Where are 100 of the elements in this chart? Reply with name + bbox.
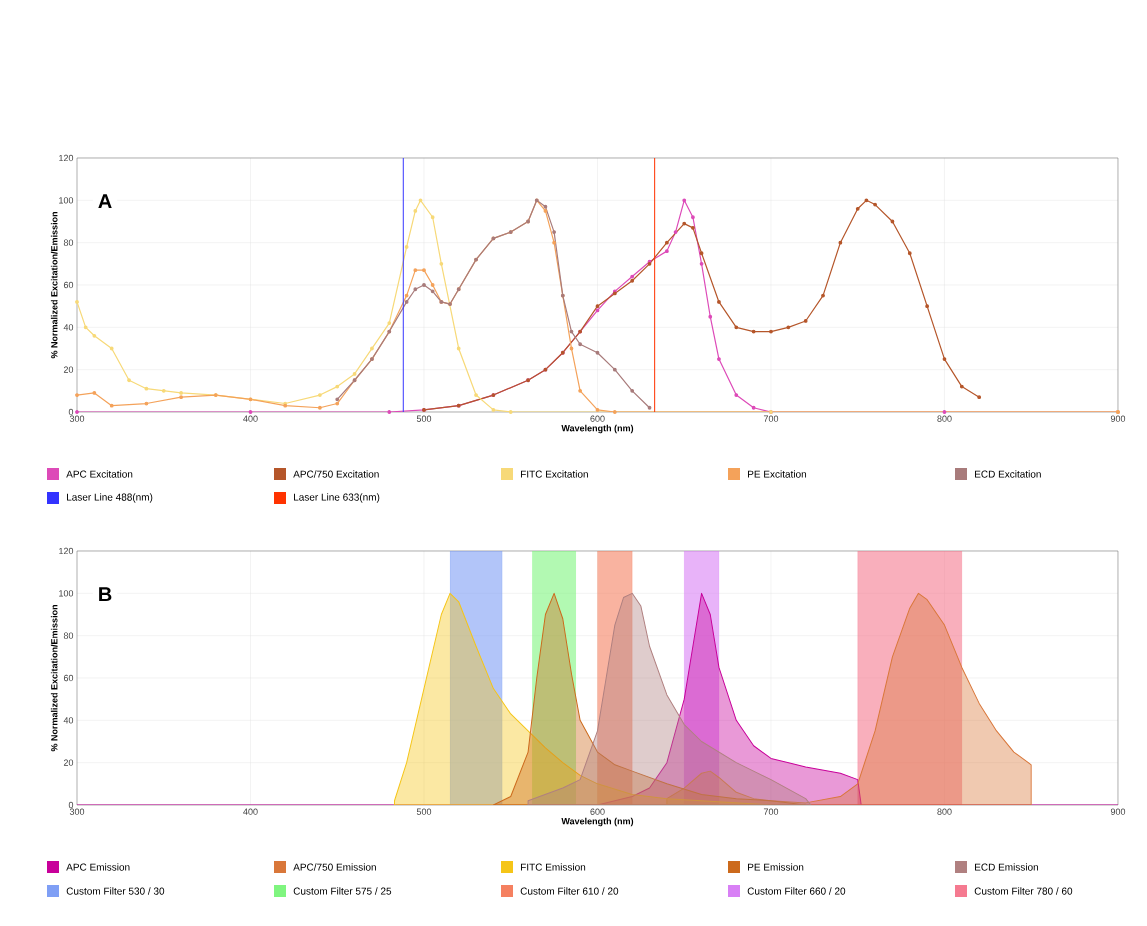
point (418, 198, 423, 203)
point (161, 388, 166, 393)
x-tick-label: 900 (1110, 808, 1126, 815)
point (855, 206, 860, 211)
legend-label: APC/750 Excitation (293, 470, 379, 478)
annotation: B (99, 587, 112, 602)
y-tick-label: 120 (59, 154, 74, 162)
legend-label: ECD Excitation (975, 470, 1041, 478)
point (387, 321, 392, 325)
y-tick-label: 100 (59, 590, 74, 597)
x-tick-label: 800 (937, 808, 952, 815)
y-tick-label: 0 (68, 801, 74, 809)
y-tick-label: 20 (63, 366, 74, 373)
point (552, 240, 557, 245)
x-axis-title: Wavelength (nm) (561, 424, 634, 434)
point (92, 391, 97, 395)
point (630, 388, 635, 393)
point (248, 410, 253, 414)
point (578, 342, 583, 347)
x-axis-title: Wavelength (nm) (561, 817, 634, 827)
point (75, 393, 79, 397)
y-tick-label: 0 (68, 408, 74, 416)
point (664, 240, 669, 245)
point (109, 346, 114, 351)
point (699, 251, 704, 256)
point (717, 300, 721, 304)
y-tick-label: 60 (63, 281, 74, 289)
point (317, 405, 322, 410)
point (543, 209, 548, 213)
point (708, 314, 713, 319)
y-tick-label: 100 (59, 197, 74, 204)
point (751, 405, 756, 410)
point (734, 325, 739, 330)
point (734, 393, 739, 397)
point (595, 308, 600, 313)
point (691, 215, 695, 220)
point (942, 357, 947, 361)
point (83, 325, 88, 330)
y-tick-label: 80 (63, 239, 74, 246)
point (317, 393, 322, 397)
point (430, 289, 435, 294)
point (890, 219, 895, 224)
point (977, 395, 982, 400)
point (474, 393, 478, 397)
point (179, 391, 183, 395)
legend-label: Laser Line 488(nm) (67, 493, 153, 503)
point (552, 230, 557, 234)
point (959, 384, 964, 389)
point (491, 407, 496, 412)
point (335, 384, 340, 389)
legend-label: Custom Filter 780 / 60 (974, 887, 1073, 895)
point (786, 325, 791, 330)
y-axis-title: % Normalized Excitation/Emission (50, 605, 58, 752)
point (612, 410, 617, 414)
x-tick-label: 900 (1110, 415, 1126, 422)
point (682, 221, 687, 226)
legend-label: Custom Filter 660 / 20 (747, 887, 846, 895)
legend-label: PE Emission (748, 863, 804, 871)
point (803, 319, 808, 323)
point (682, 198, 687, 203)
point (612, 367, 617, 372)
point (873, 202, 877, 207)
legend-label: Custom Filter 575 / 25 (293, 887, 392, 895)
annotation: A (98, 194, 112, 209)
point (864, 198, 869, 203)
point (335, 397, 340, 402)
point (430, 283, 435, 287)
point (630, 278, 635, 283)
x-tick-label: 600 (590, 415, 605, 422)
point (456, 346, 461, 351)
point (595, 304, 600, 309)
point (630, 274, 635, 279)
legend-label: APC/750 Emission (293, 863, 376, 871)
legend-label: PE Excitation (748, 470, 807, 478)
x-tick-label: 400 (243, 808, 258, 815)
point (430, 215, 435, 220)
point (127, 378, 131, 383)
x-tick-label: 700 (763, 808, 779, 815)
point (838, 240, 843, 245)
point (907, 251, 912, 256)
point (508, 410, 513, 414)
legend-label: FITC Excitation (521, 470, 588, 478)
point (569, 346, 574, 351)
x-tick-label: 400 (243, 415, 258, 422)
point (673, 230, 678, 234)
point (595, 350, 600, 355)
legend-label: APC Emission (66, 863, 130, 871)
legend-label: ECD Emission (975, 863, 1038, 871)
x-tick-label: 800 (937, 415, 952, 422)
legend-label: APC Excitation (66, 470, 133, 478)
point (404, 300, 409, 304)
point (769, 329, 773, 334)
point (691, 225, 695, 230)
y-tick-label: 20 (63, 759, 74, 766)
point (664, 249, 669, 254)
point (144, 386, 149, 391)
x-tick-label: 500 (416, 808, 432, 815)
point (335, 401, 340, 406)
point (413, 209, 418, 213)
x-tick-label: 300 (69, 415, 85, 422)
